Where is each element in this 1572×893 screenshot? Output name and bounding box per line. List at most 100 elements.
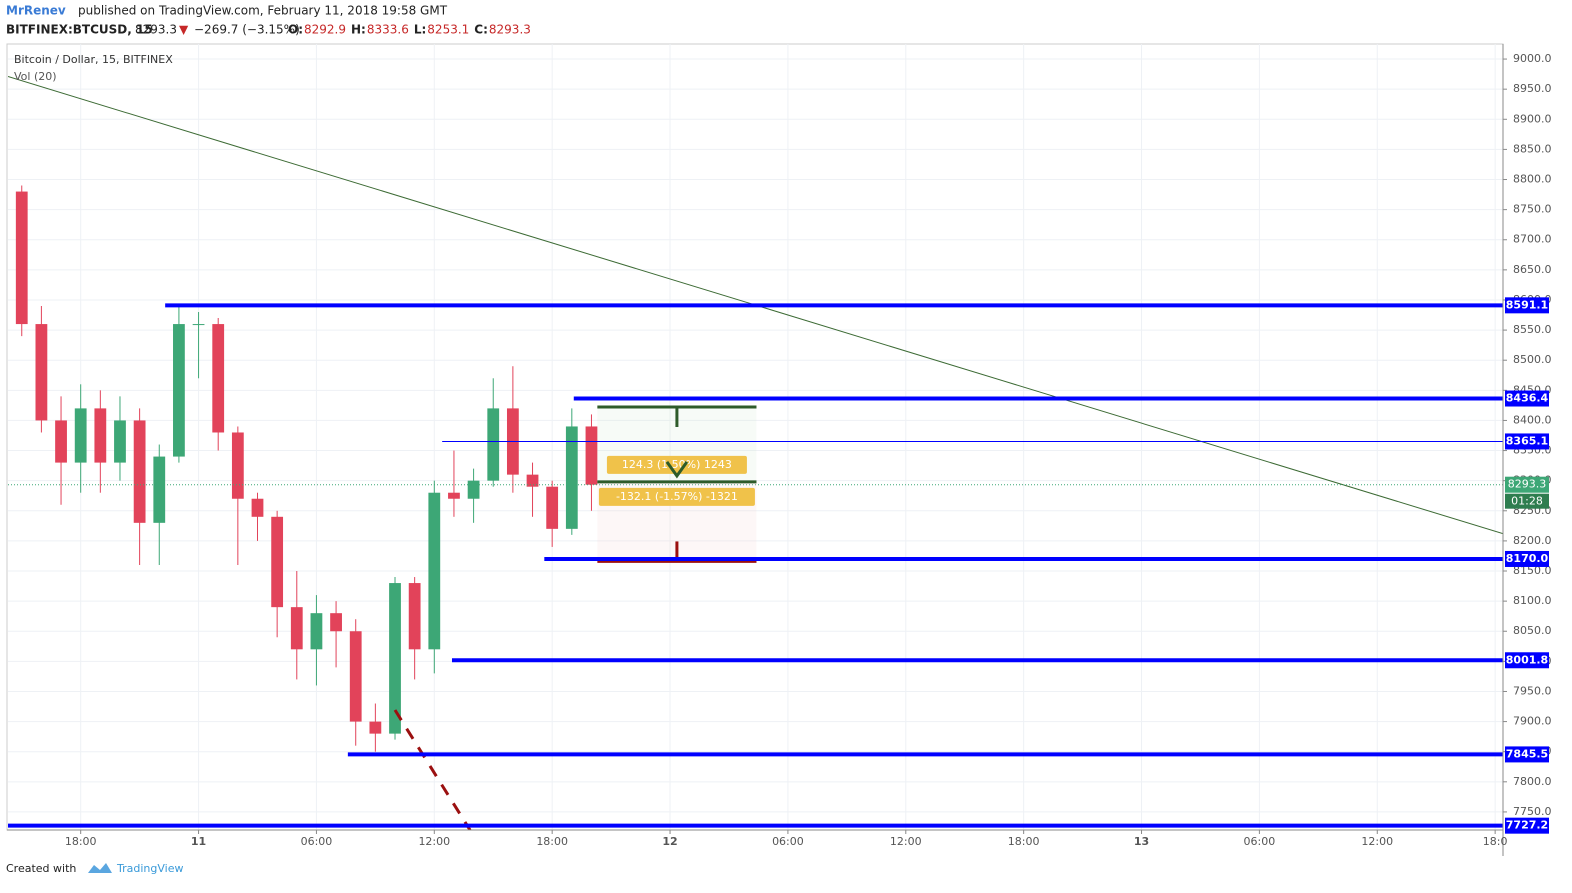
chart-title: Bitcoin / Dollar, 15, BITFINEX <box>14 53 173 66</box>
level-label: 8001.8 <box>1506 653 1548 666</box>
candle-body <box>369 721 382 734</box>
author[interactable]: MrRenev <box>6 4 66 18</box>
x-tick-label: 06:00 <box>301 835 333 848</box>
x-tick-label: 18:00 <box>1008 835 1040 848</box>
profit-badge <box>606 455 747 474</box>
y-tick-label: 8750.0 <box>1513 203 1552 216</box>
level-label: 8365.1 <box>1506 434 1548 447</box>
candle-body <box>565 426 578 529</box>
candle-body <box>310 613 323 650</box>
ohlc-label: L: <box>414 23 426 37</box>
last: 8293.3 <box>135 23 177 37</box>
candle-body <box>487 408 500 481</box>
candle-body <box>408 583 421 650</box>
candle-body <box>74 408 87 463</box>
ohlc-label: H: <box>351 23 366 37</box>
x-tick-label: 06:00 <box>772 835 804 848</box>
candle-body <box>55 420 67 463</box>
candle-body <box>526 474 539 487</box>
y-tick-label: 8650.0 <box>1513 263 1552 276</box>
ohlc: O: 8292.9 H: 8333.6 L: 8253.1 C: 8293.3 <box>288 23 531 37</box>
y-tick-label: 8900.0 <box>1513 112 1552 125</box>
loss-badge <box>598 487 755 506</box>
y-tick-label: 8800.0 <box>1513 173 1552 186</box>
brand-logo <box>88 863 112 873</box>
created-with: Created with <box>6 862 76 875</box>
y-tick-label: 8150.0 <box>1513 564 1552 577</box>
level-badge <box>1505 652 1549 669</box>
candle-body <box>153 456 166 523</box>
candle-body <box>428 492 441 650</box>
level-label: 8170.0 <box>1506 552 1549 565</box>
candle-body <box>114 420 126 463</box>
ohlc-value: 8293.3 <box>489 23 531 37</box>
ohlc-label: O: <box>288 23 303 37</box>
x-tick-label: 18:00 <box>65 835 97 848</box>
candle-body <box>290 607 303 650</box>
profit-label: 124.3 (1.50%) 1243 <box>622 458 732 471</box>
level-badge <box>1505 390 1549 407</box>
candle-body <box>192 324 205 326</box>
y-tick-label: 7900.0 <box>1513 715 1552 728</box>
y-tick-label: 7800.0 <box>1513 775 1552 788</box>
candle-body <box>448 492 460 499</box>
ohlc-value: 8253.1 <box>427 23 469 37</box>
ohlc-label: C: <box>474 23 488 37</box>
change: −269.7 (−3.15%) <box>194 23 300 37</box>
candle-body <box>94 408 107 463</box>
x-tick-label: 12:00 <box>418 835 450 848</box>
x-tick-label: 18:00 <box>536 835 568 848</box>
last-badge <box>1505 476 1549 493</box>
y-tick-label: 8950.0 <box>1513 82 1552 95</box>
y-tick-label: 8550.0 <box>1513 323 1552 336</box>
level-badge <box>1505 817 1549 834</box>
ohlc-value: 8292.9 <box>304 23 346 37</box>
candle-body <box>349 631 362 722</box>
indicator: Vol (20) <box>14 70 57 83</box>
symbol: BITFINEX:BTCUSD, 15 <box>6 23 153 37</box>
y-tick-label: 8050.0 <box>1513 624 1552 637</box>
level-label: 8591.1 <box>1506 298 1548 311</box>
last-label: 8293.3 <box>1508 478 1547 491</box>
level-badge <box>1505 550 1549 567</box>
candle-body <box>546 486 559 529</box>
loss-label: -132.1 (-1.57%) -1321 <box>616 490 738 503</box>
candle-body <box>251 498 264 517</box>
x-tick-label: 18:0 <box>1483 835 1508 848</box>
y-tick-label: 8400.0 <box>1513 413 1552 426</box>
y-tick-label: 8200.0 <box>1513 534 1552 547</box>
arrow-down <box>665 460 689 479</box>
published: published on TradingView.com, February 1… <box>78 4 448 18</box>
projection-dash <box>393 709 472 830</box>
arrow: ▼ <box>179 23 189 37</box>
brand[interactable]: TradingView <box>116 862 183 875</box>
level-badge <box>1505 746 1549 763</box>
level-label: 8436.4 <box>1506 392 1549 405</box>
x-tick-label: 12 <box>662 835 677 848</box>
y-tick-label: 7750.0 <box>1513 805 1552 818</box>
x-tick-label: 11 <box>191 835 206 848</box>
candle-body <box>389 583 401 734</box>
candle-body <box>271 516 284 608</box>
x-tick-label: 12:00 <box>890 835 922 848</box>
candle-body <box>212 324 225 433</box>
level-badge <box>1505 433 1549 450</box>
x-tick-label: 13 <box>1134 835 1149 848</box>
ohlc-value: 8333.6 <box>367 23 409 37</box>
candle-body <box>15 191 28 325</box>
x-tick-label: 06:00 <box>1244 835 1276 848</box>
candle-body <box>231 432 244 499</box>
y-tick-label: 8100.0 <box>1513 594 1552 607</box>
y-tick-label: 8850.0 <box>1513 142 1552 155</box>
candle-body <box>585 426 598 485</box>
level-label: 7727.2 <box>1506 819 1548 832</box>
y-tick-label: 9000.0 <box>1513 52 1552 65</box>
candle-body <box>467 480 480 499</box>
y-tick-label: 8500.0 <box>1513 353 1552 366</box>
level-badge <box>1505 297 1549 314</box>
countdown-badge <box>1505 493 1549 509</box>
candle-body <box>330 613 342 632</box>
axes: 7750.07800.07850.07900.07950.08000.08050… <box>65 52 1552 848</box>
